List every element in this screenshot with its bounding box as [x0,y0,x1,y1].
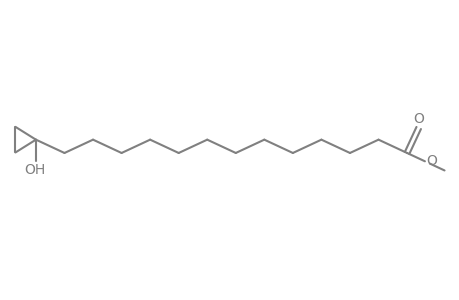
Text: O: O [425,154,436,168]
Text: OH: OH [24,163,45,177]
Text: O: O [412,112,423,125]
